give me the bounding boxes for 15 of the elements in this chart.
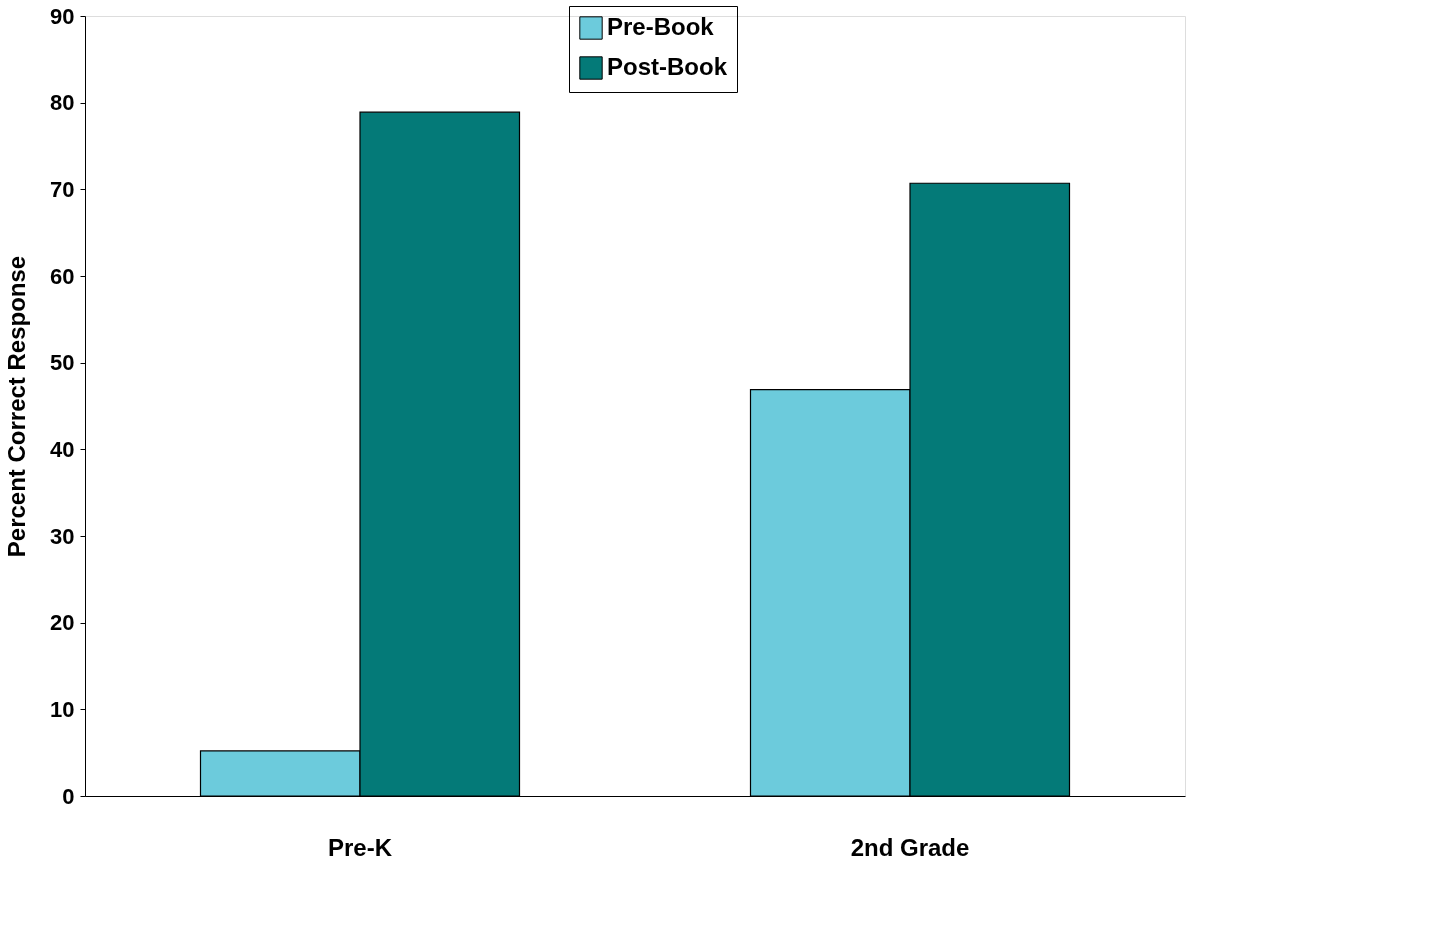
legend-label: Post-Book xyxy=(607,53,728,80)
y-tick-label: 70 xyxy=(50,176,75,202)
x-tick-label: 2nd Grade xyxy=(850,833,970,861)
y-tick-label: 60 xyxy=(50,263,75,289)
legend-label: Pre-Book xyxy=(607,13,715,40)
y-tick-label: 40 xyxy=(50,436,75,462)
y-tick-label: 0 xyxy=(62,783,75,809)
y-tick-label: 50 xyxy=(50,350,75,376)
x-tick-label: Pre-K xyxy=(327,833,393,861)
y-axis-title: Percent Correct Response xyxy=(3,255,31,558)
y-tick-label: 20 xyxy=(50,610,75,636)
y-tick-label: 30 xyxy=(50,523,75,549)
y-tick-label: 10 xyxy=(50,696,75,722)
y-tick-label: 90 xyxy=(50,3,75,29)
y-tick-label: 80 xyxy=(50,90,75,116)
